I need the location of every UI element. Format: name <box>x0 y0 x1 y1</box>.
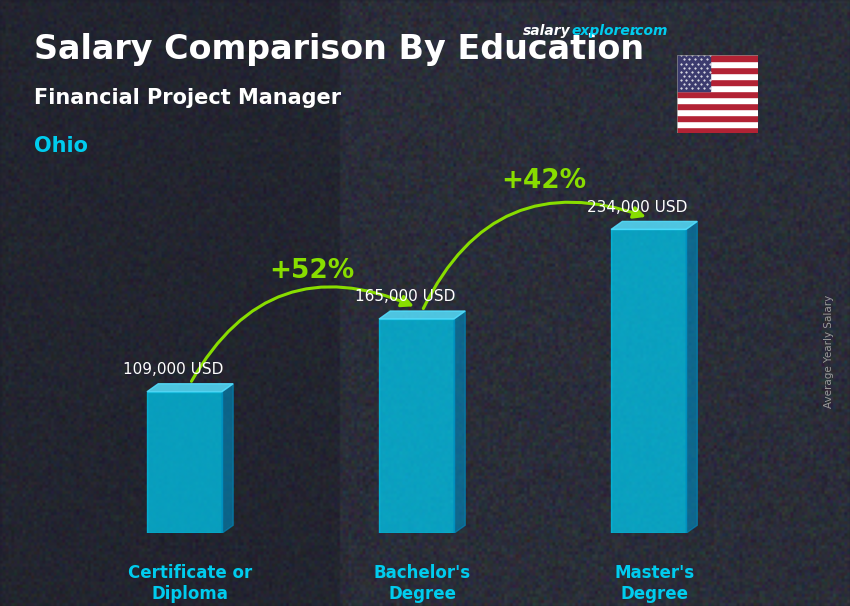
Text: Ohio: Ohio <box>34 136 88 156</box>
Bar <box>677 73 758 79</box>
Text: .com: .com <box>631 24 668 38</box>
Text: Financial Project Manager: Financial Project Manager <box>34 88 341 108</box>
Polygon shape <box>379 311 465 319</box>
Polygon shape <box>147 391 222 533</box>
Bar <box>677 127 758 133</box>
Polygon shape <box>611 230 686 533</box>
Text: 165,000 USD: 165,000 USD <box>355 290 456 304</box>
Text: Average Yearly Salary: Average Yearly Salary <box>824 295 834 408</box>
Polygon shape <box>379 319 454 533</box>
Text: Bachelor's
Degree: Bachelor's Degree <box>373 564 471 603</box>
Text: +42%: +42% <box>502 168 586 195</box>
Polygon shape <box>611 221 697 230</box>
Text: +52%: +52% <box>269 258 354 284</box>
Text: explorer: explorer <box>571 24 637 38</box>
Bar <box>677 67 758 73</box>
Bar <box>677 115 758 121</box>
Text: Salary Comparison By Education: Salary Comparison By Education <box>34 33 644 66</box>
Bar <box>677 103 758 109</box>
Text: Master's
Degree: Master's Degree <box>614 564 694 603</box>
Bar <box>677 85 758 91</box>
Polygon shape <box>686 221 697 533</box>
Text: 109,000 USD: 109,000 USD <box>123 362 224 377</box>
Text: 234,000 USD: 234,000 USD <box>587 200 688 215</box>
Bar <box>677 55 758 61</box>
Bar <box>677 97 758 103</box>
Bar <box>677 109 758 115</box>
Text: Certificate or
Diploma: Certificate or Diploma <box>128 564 252 603</box>
Bar <box>677 61 758 67</box>
Polygon shape <box>454 311 465 533</box>
Polygon shape <box>147 384 233 391</box>
Bar <box>677 121 758 127</box>
Text: salary: salary <box>523 24 570 38</box>
Bar <box>677 79 758 85</box>
Polygon shape <box>222 384 233 533</box>
Bar <box>677 55 710 91</box>
Bar <box>677 91 758 97</box>
